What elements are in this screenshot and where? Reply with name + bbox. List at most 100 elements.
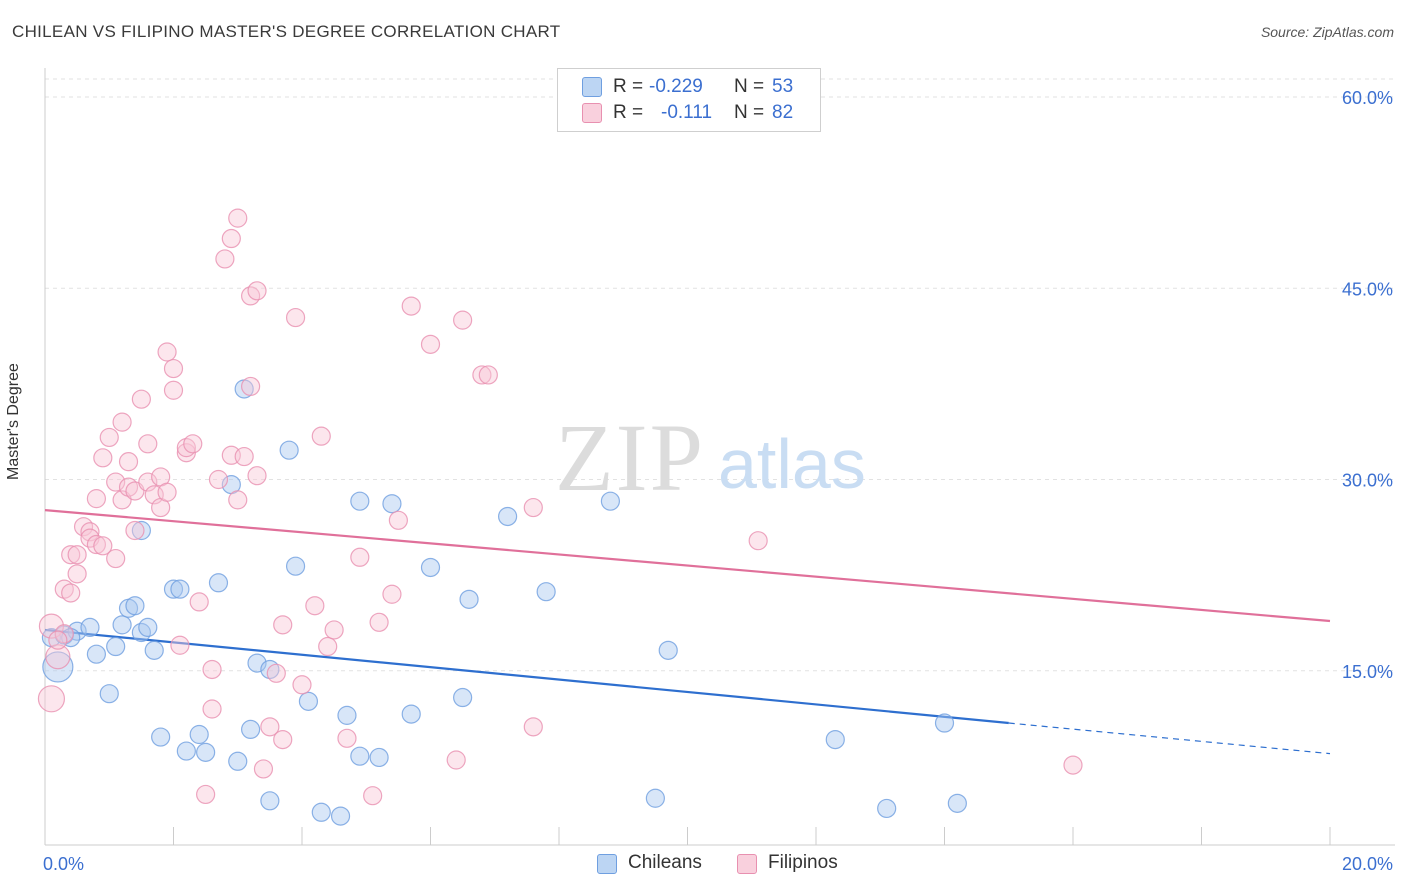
point-filipinos	[273, 615, 293, 635]
point-chileans	[125, 596, 145, 616]
y-tick-label: 45.0%	[1342, 279, 1393, 299]
point-filipinos	[266, 663, 286, 683]
point-chileans	[189, 724, 209, 745]
point-chileans	[42, 651, 74, 683]
x-tick-label: 20.0%	[1342, 854, 1393, 874]
point-filipinos	[157, 342, 177, 362]
point-chileans	[330, 806, 351, 826]
point-filipinos	[318, 636, 338, 657]
point-filipinos	[241, 286, 261, 306]
point-chileans	[498, 506, 518, 527]
source-label: Source: ZipAtlas.com	[1260, 24, 1394, 40]
point-filipinos	[382, 584, 402, 604]
legend-n-value: 53	[772, 76, 794, 97]
point-chileans	[298, 691, 319, 711]
point-chileans	[285, 556, 306, 576]
point-filipinos	[478, 365, 498, 385]
point-filipinos	[446, 750, 466, 770]
legend-swatch-chileans	[597, 854, 617, 874]
point-filipinos	[48, 630, 68, 650]
legend-n-value: 82	[772, 102, 794, 123]
point-filipinos	[183, 434, 203, 454]
point-filipinos	[292, 675, 312, 695]
point-chileans	[112, 615, 132, 635]
point-filipinos	[61, 583, 81, 603]
chart-title: CHILEAN VS FILIPINO MASTER'S DEGREE CORR…	[12, 22, 561, 41]
point-chileans	[645, 788, 665, 808]
point-filipinos	[285, 307, 306, 328]
point-chileans	[138, 617, 158, 638]
point-filipinos	[106, 472, 126, 492]
point-chileans	[99, 684, 119, 704]
point-filipinos	[112, 412, 132, 432]
point-chileans	[196, 742, 216, 762]
point-filipinos	[67, 564, 87, 584]
legend-n-label: N =	[734, 76, 765, 97]
point-chileans	[337, 705, 357, 725]
point-filipinos	[125, 520, 145, 541]
point-chileans	[176, 741, 196, 761]
point-chileans	[131, 622, 151, 643]
point-filipinos	[472, 365, 492, 385]
point-filipinos	[202, 659, 222, 680]
point-chileans	[382, 494, 402, 514]
point-filipinos	[247, 466, 267, 486]
data-points	[37, 208, 1083, 826]
point-chileans	[947, 793, 967, 813]
axes	[44, 68, 1395, 846]
point-filipinos	[311, 426, 331, 446]
legend-r-label: R =	[613, 102, 644, 123]
y-axis-label: Master's Degree	[5, 363, 22, 480]
point-chileans	[536, 582, 556, 602]
point-chileans	[163, 579, 184, 599]
point-filipinos	[234, 446, 254, 467]
point-filipinos	[93, 448, 113, 468]
point-filipinos	[106, 548, 126, 569]
point-filipinos	[1063, 755, 1083, 775]
point-filipinos	[170, 635, 190, 655]
point-filipinos	[247, 281, 267, 301]
point-chileans	[369, 747, 389, 768]
point-chileans	[311, 802, 331, 822]
y-tick-label: 60.0%	[1342, 88, 1393, 108]
point-filipinos	[523, 497, 543, 518]
point-filipinos	[118, 452, 139, 472]
point-filipinos	[337, 728, 357, 748]
correlation-legend: R = -0.229 N = 53 R = -0.111 N = 82	[557, 68, 821, 132]
point-chileans	[934, 713, 955, 733]
point-chileans	[80, 617, 100, 638]
point-chileans	[106, 636, 126, 657]
legend-swatch-chileans	[582, 77, 602, 97]
point-chileans	[453, 687, 473, 708]
point-filipinos	[228, 490, 248, 510]
point-chileans	[170, 579, 190, 599]
trend-line-filipinos	[44, 509, 1331, 623]
point-filipinos	[208, 469, 229, 490]
legend-n-label: N =	[734, 102, 765, 123]
point-filipinos	[99, 427, 119, 448]
point-filipinos	[138, 434, 158, 454]
point-filipinos	[37, 685, 66, 713]
point-filipinos	[61, 545, 81, 565]
point-filipinos	[189, 592, 209, 612]
point-chileans	[144, 640, 164, 660]
point-chileans	[350, 746, 370, 766]
point-filipinos	[163, 380, 184, 400]
legend-r-value: -0.229	[649, 76, 703, 97]
point-chileans	[86, 644, 107, 664]
point-filipinos	[131, 389, 151, 409]
point-chileans	[260, 791, 280, 811]
point-chileans	[241, 719, 261, 740]
legend-swatch-filipinos	[582, 103, 602, 123]
point-chileans	[208, 573, 229, 593]
point-filipinos	[369, 612, 389, 632]
point-filipinos	[324, 620, 344, 640]
point-filipinos	[73, 517, 94, 537]
point-chileans	[279, 440, 299, 460]
point-filipinos	[221, 228, 241, 249]
point-filipinos	[453, 310, 473, 330]
point-chileans	[228, 751, 248, 771]
legend-r-label: R =	[613, 76, 644, 97]
trend-line-chileans	[44, 628, 1009, 725]
point-chileans	[151, 727, 171, 747]
